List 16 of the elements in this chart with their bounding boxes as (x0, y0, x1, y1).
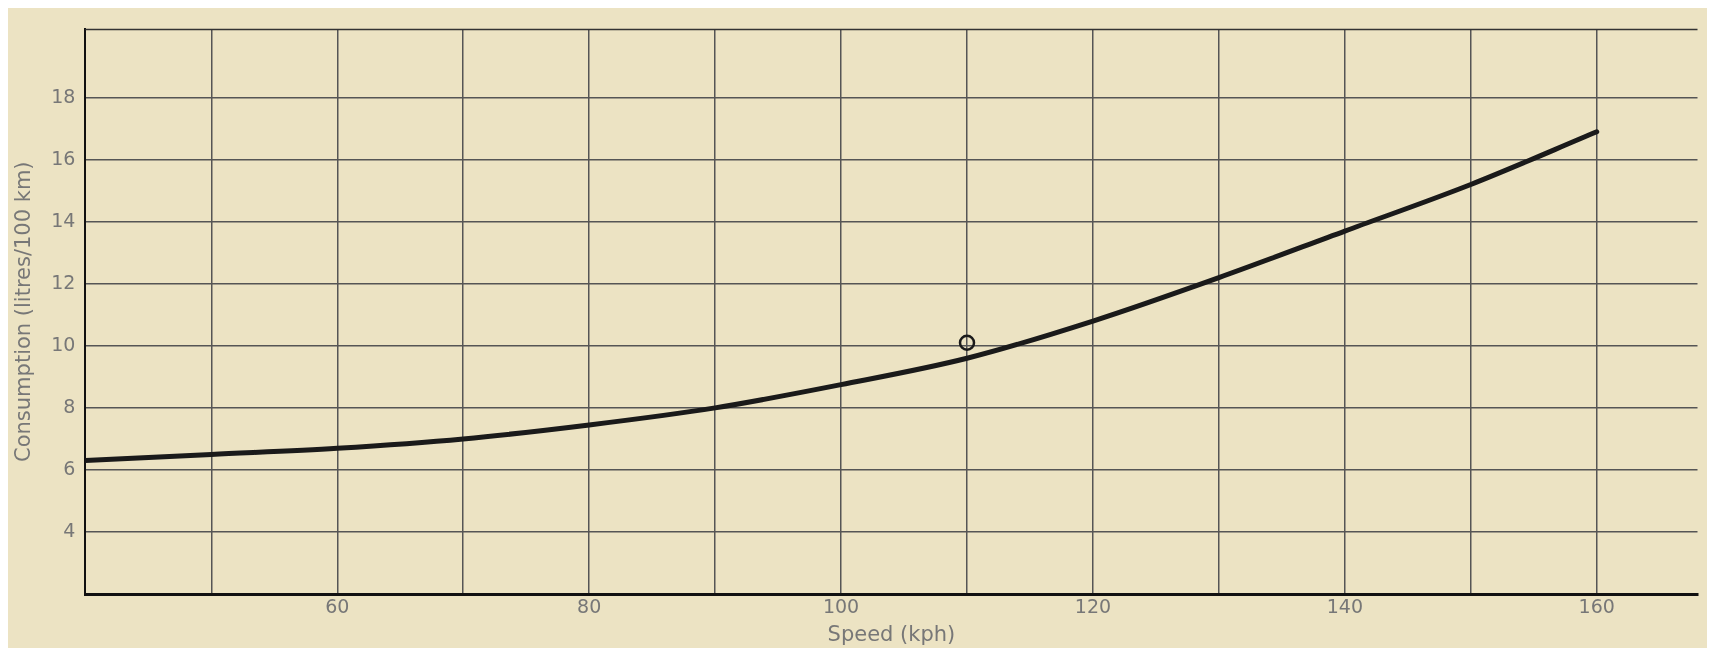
x-tick-label: 80 (577, 595, 602, 618)
x-tick-label: 160 (1578, 595, 1615, 618)
y-tick-label: 4 (63, 518, 76, 541)
y-tick-label: 10 (51, 332, 76, 355)
y-axis-title: Consumption (litres/100 km) (11, 161, 36, 462)
y-tick-label: 8 (63, 394, 76, 417)
y-tick-label: 16 (51, 146, 76, 169)
x-tick-label: 60 (325, 595, 350, 618)
x-tick-label: 140 (1326, 595, 1363, 618)
y-tick-label: 14 (51, 208, 76, 231)
y-tick-label: 6 (63, 456, 76, 479)
y-tick-label: 18 (51, 84, 76, 107)
x-axis-title: Speed (kph) (827, 621, 956, 646)
x-tick-label: 100 (822, 595, 860, 618)
x-tick-label: 120 (1074, 595, 1112, 618)
y-tick-label: 12 (51, 270, 76, 293)
